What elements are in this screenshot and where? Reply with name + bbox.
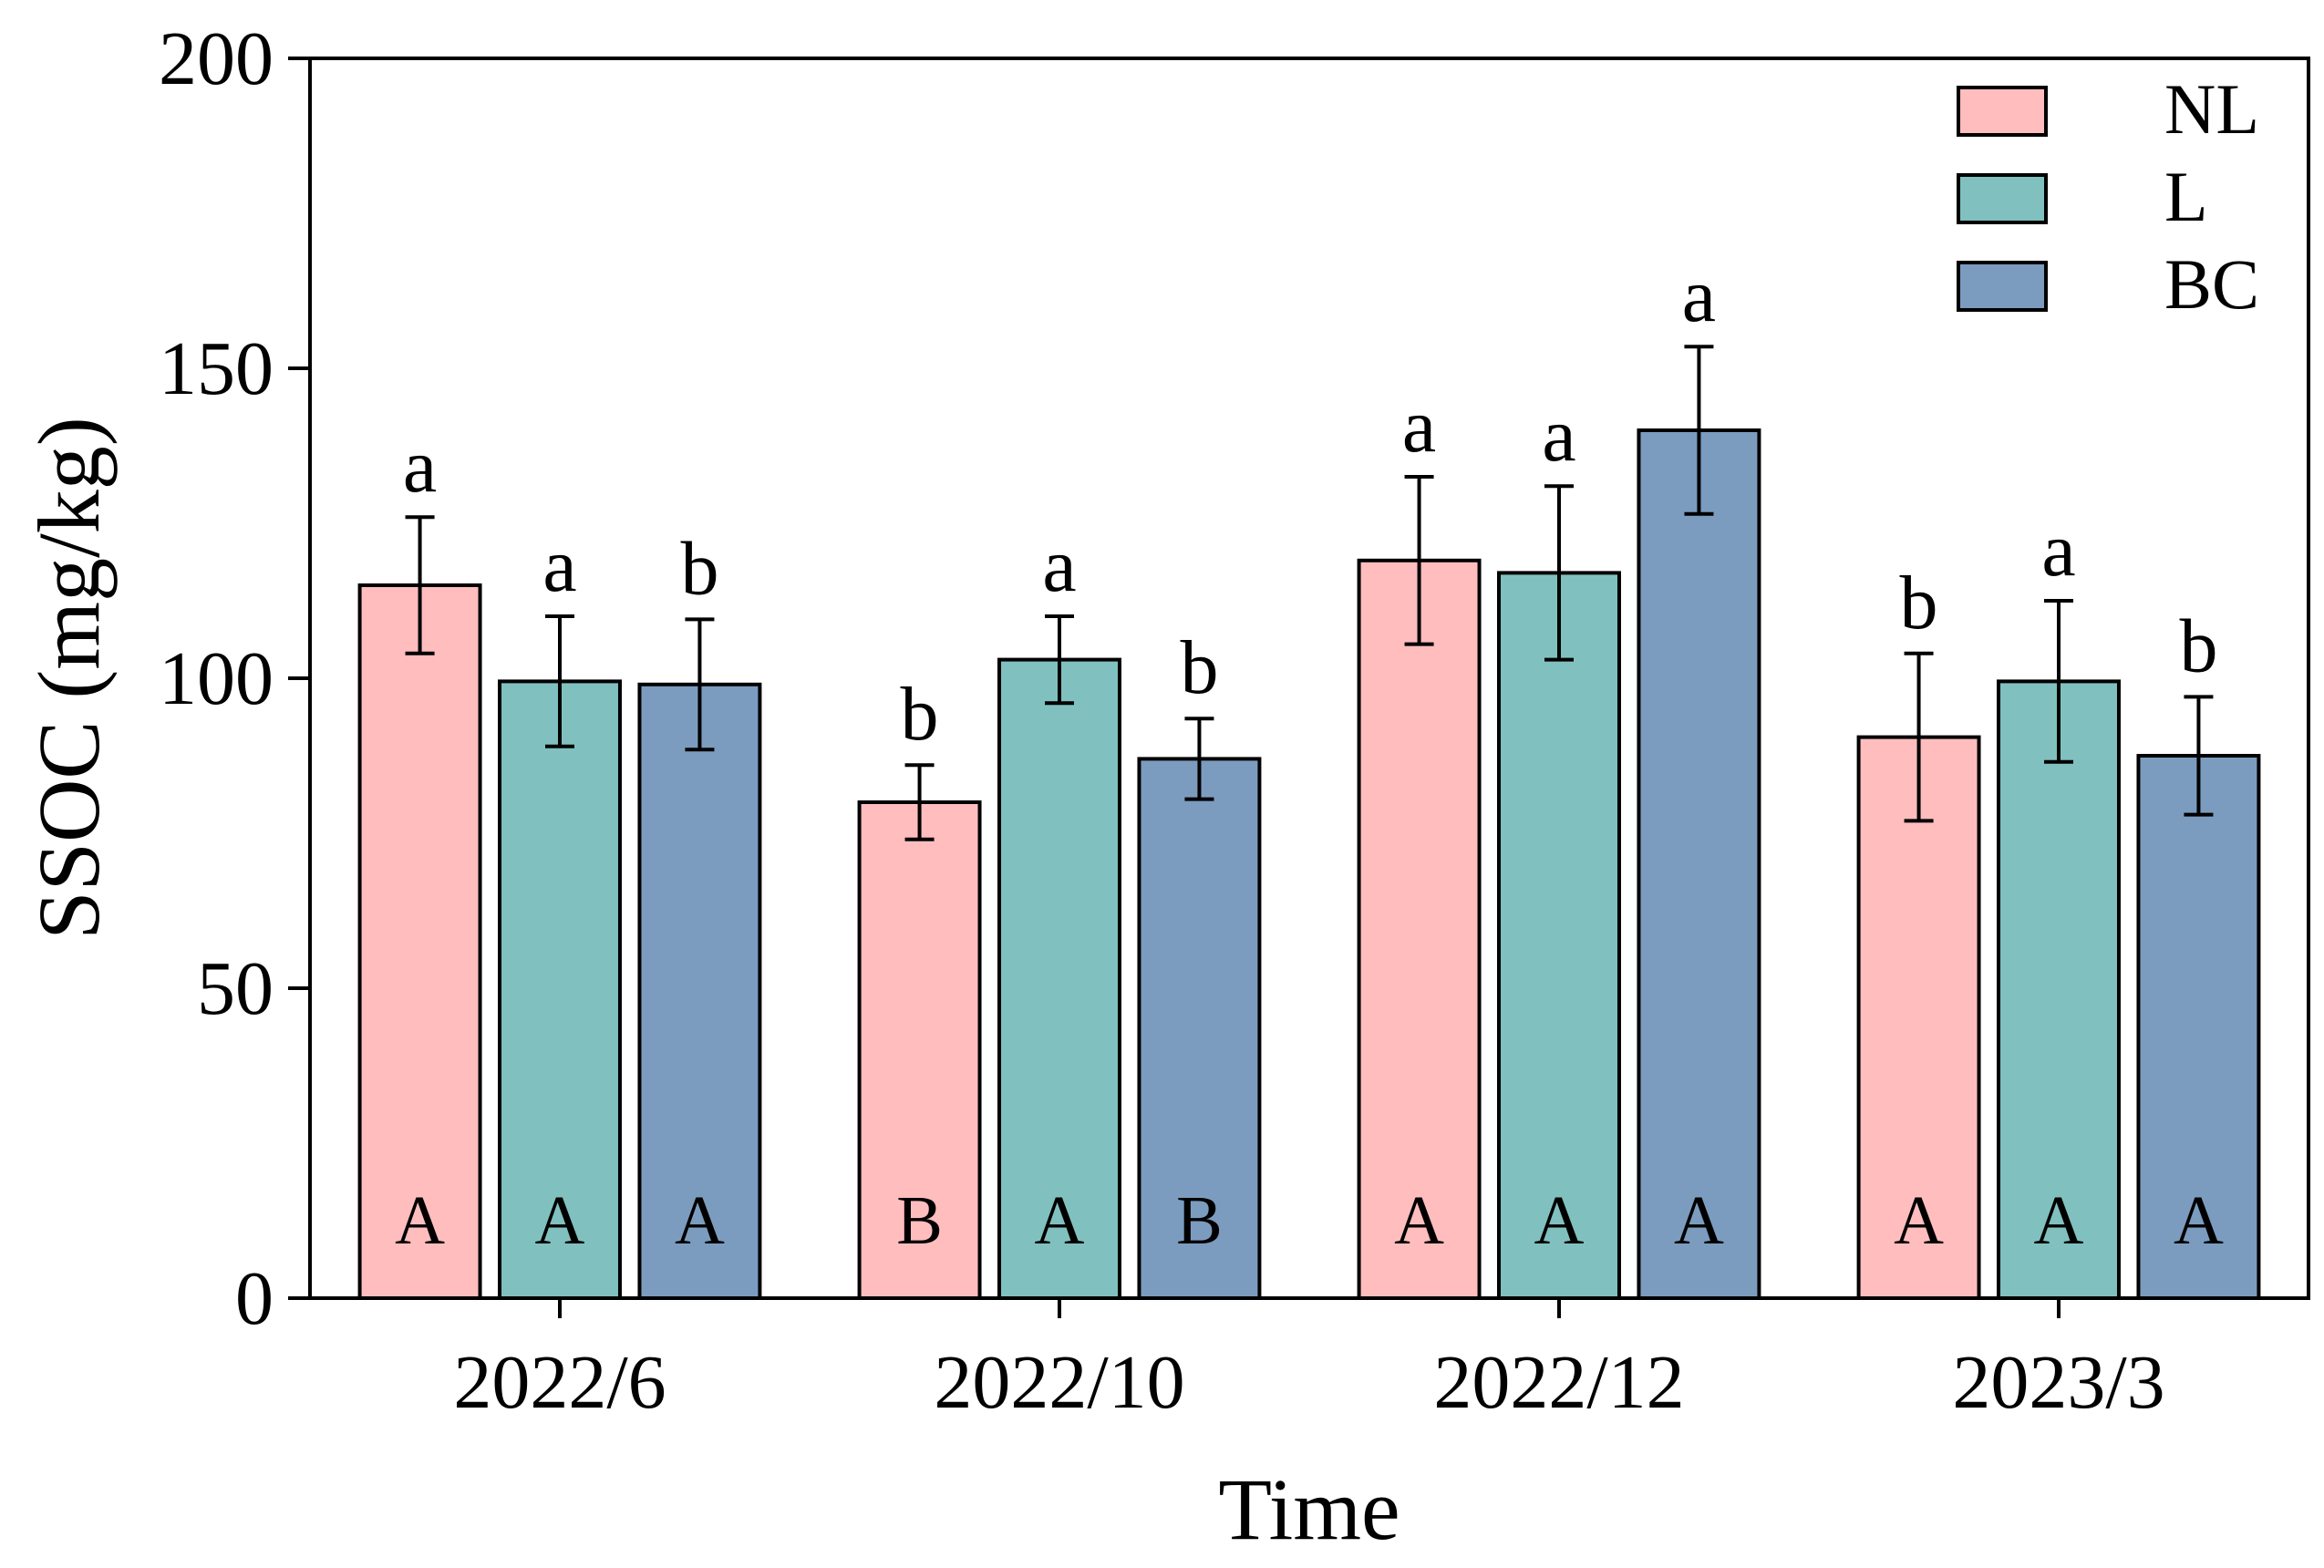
x-tick-label: 2023/3: [1952, 1340, 2164, 1425]
significance-letter-upper: A: [2174, 1182, 2224, 1259]
bar-bc: [1637, 428, 1761, 1300]
legend: NL L BC: [1957, 69, 2259, 324]
significance-letter-lower: b: [1180, 625, 1218, 710]
bar-l: [1997, 679, 2121, 1300]
legend-item-bc: BC: [1957, 244, 2259, 324]
significance-letter-lower: a: [403, 424, 437, 509]
bar-nl: [357, 583, 482, 1300]
bar-nl: [857, 800, 982, 1300]
y-axis-title: SSOC (mg/kg): [20, 417, 118, 939]
significance-letter-upper: B: [896, 1182, 943, 1259]
significance-letter-upper: B: [1176, 1182, 1223, 1259]
bar-bc: [2136, 754, 2261, 1300]
legend-swatch: [1957, 173, 2048, 224]
y-tick-label: 0: [235, 1256, 274, 1341]
legend-item-nl: NL: [1957, 69, 2259, 149]
bar-l: [997, 657, 1121, 1300]
significance-letter-lower: b: [680, 526, 718, 611]
significance-letter-lower: a: [1402, 384, 1436, 469]
significance-letter-upper: A: [1394, 1182, 1444, 1259]
y-tick-label: 100: [159, 636, 274, 721]
y-axis: 0 50 100 150 200: [159, 16, 310, 1341]
x-tick-label: 2022/6: [453, 1340, 666, 1425]
error-bar: [1544, 484, 1574, 662]
significance-letter-lower: b: [1900, 561, 1938, 645]
significance-letter-lower: b: [2179, 603, 2217, 688]
bars-layer: [357, 428, 2261, 1300]
x-tick-label: 2022/12: [1433, 1340, 1684, 1425]
significance-letter-lower: a: [1542, 393, 1575, 478]
legend-label: BC: [2164, 244, 2259, 324]
legend-label: L: [2164, 157, 2208, 236]
legend-swatch: [1957, 261, 2048, 312]
legend-label: NL: [2164, 69, 2259, 149]
significance-letter-upper: A: [1035, 1182, 1085, 1259]
significance-letters-layer: a Ab Ba Ab Aa Aa Aa Aa Ab Ab Ba Ab A: [395, 253, 2224, 1259]
y-tick-label: 150: [159, 326, 274, 411]
significance-letter-upper: A: [1534, 1182, 1585, 1259]
bar-nl: [1856, 735, 1981, 1300]
significance-letter-lower: a: [542, 523, 576, 608]
error-bar: [2184, 695, 2214, 817]
x-axis: 2022/6 2022/10 2022/12 2023/3: [453, 1298, 2165, 1425]
significance-letter-lower: a: [1682, 253, 1716, 338]
significance-letter-lower: b: [901, 672, 939, 757]
error-bars-layer: [405, 345, 2214, 841]
error-bar: [904, 763, 935, 841]
y-tick-label: 50: [197, 946, 274, 1031]
error-bar: [1184, 717, 1214, 801]
error-bar: [1404, 475, 1434, 646]
x-axis-title: Time: [1218, 1460, 1400, 1558]
error-bar: [1684, 345, 1714, 516]
significance-letter-upper: A: [1674, 1182, 1724, 1259]
error-bar: [685, 617, 715, 752]
error-bar: [1904, 651, 1934, 823]
y-tick-label: 200: [159, 16, 274, 101]
error-bar: [405, 515, 435, 655]
error-bar: [2044, 599, 2073, 764]
error-bar: [545, 614, 574, 748]
significance-letter-upper: A: [2034, 1182, 2084, 1259]
significance-letter-lower: a: [1042, 523, 1076, 608]
error-bar: [1045, 614, 1074, 706]
legend-swatch: [1957, 86, 2048, 137]
legend-item-l: L: [1957, 157, 2208, 236]
bar-bc: [1137, 757, 1262, 1300]
x-tick-label: 2022/10: [934, 1340, 1184, 1425]
significance-letter-upper: A: [1894, 1182, 1944, 1259]
significance-letter-upper: A: [675, 1182, 725, 1259]
significance-letter-upper: A: [395, 1182, 445, 1259]
significance-letter-lower: a: [2041, 508, 2075, 593]
significance-letter-upper: A: [535, 1182, 585, 1259]
